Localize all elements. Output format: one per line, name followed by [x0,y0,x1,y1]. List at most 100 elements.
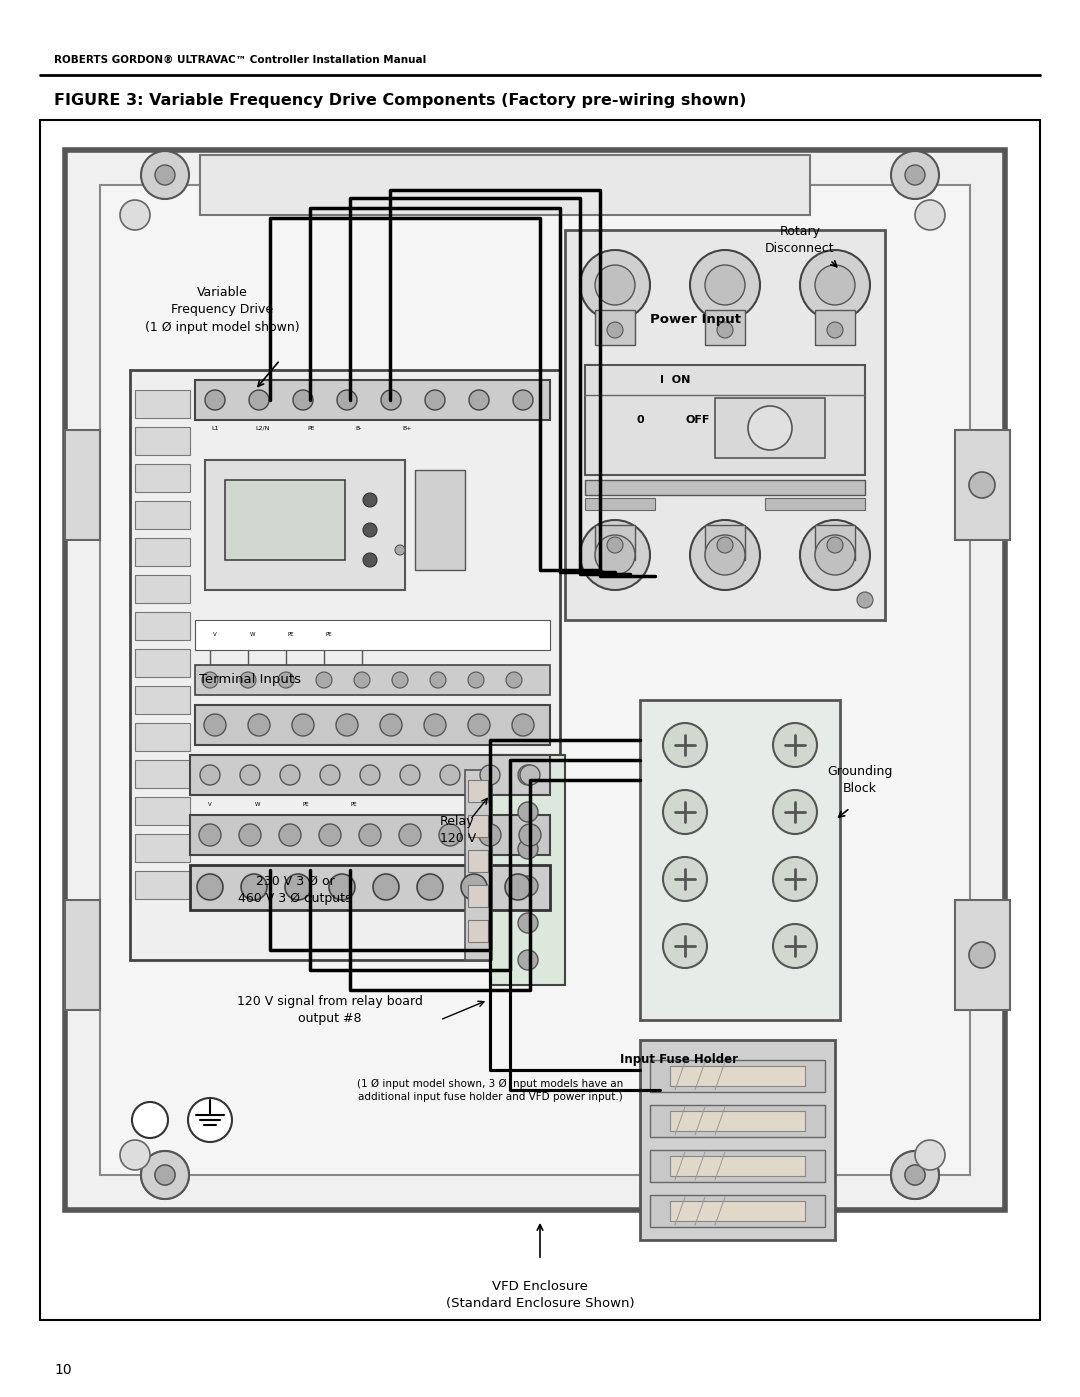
Circle shape [363,522,377,536]
Circle shape [915,200,945,231]
Circle shape [320,766,340,785]
Bar [65,900,100,1010]
Circle shape [905,1165,924,1185]
Circle shape [156,1165,175,1185]
Circle shape [248,714,270,736]
Text: 120 V signal from relay board
output #8: 120 V signal from relay board output #8 [238,995,423,1025]
Circle shape [392,672,408,687]
Bar [135,686,190,714]
Bar [670,1201,805,1221]
Circle shape [580,250,650,320]
Circle shape [249,390,269,409]
Bar [640,700,840,1020]
Circle shape [424,714,446,736]
Circle shape [858,592,873,608]
Bar [190,754,550,795]
Circle shape [381,390,401,409]
Text: PE: PE [287,633,295,637]
Bar [415,469,465,570]
Text: I  ON: I ON [660,374,690,386]
Circle shape [905,1165,924,1185]
Circle shape [518,950,538,970]
Circle shape [241,875,267,900]
Circle shape [461,875,487,900]
Bar [815,310,855,345]
Circle shape [891,1151,939,1199]
Circle shape [748,407,792,450]
Circle shape [469,390,489,409]
Bar [955,900,1010,1010]
Circle shape [480,766,500,785]
Bar [190,865,550,909]
Circle shape [815,535,855,576]
Circle shape [132,1102,168,1139]
Bar [705,310,745,345]
Bar [225,481,345,560]
Bar [135,427,190,455]
Bar [195,665,550,694]
Bar [195,620,550,650]
Circle shape [380,714,402,736]
Circle shape [156,1165,175,1185]
Text: Grounding
Block: Grounding Block [827,766,893,795]
Text: B-: B- [355,426,362,430]
Bar [135,464,190,492]
Circle shape [240,672,256,687]
Circle shape [354,672,370,687]
Bar [135,760,190,788]
Text: V: V [213,633,217,637]
Circle shape [399,824,421,847]
Bar [135,650,190,678]
Bar [135,612,190,640]
Circle shape [440,766,460,785]
Circle shape [773,724,816,767]
Text: PE: PE [351,802,357,807]
Text: 0: 0 [636,415,644,425]
Text: PE: PE [307,426,314,430]
Circle shape [595,535,635,576]
Bar [815,525,855,560]
Circle shape [156,165,175,184]
Circle shape [663,923,707,968]
Bar [205,460,405,590]
Bar [190,814,550,855]
Circle shape [915,1140,945,1171]
Circle shape [815,265,855,305]
Bar [468,921,488,942]
Circle shape [395,545,405,555]
Circle shape [519,824,541,847]
Circle shape [607,536,623,553]
Text: W: W [255,802,260,807]
Bar [465,770,492,960]
Text: L2/N: L2/N [256,426,270,430]
Circle shape [705,535,745,576]
Circle shape [336,714,357,736]
Circle shape [468,672,484,687]
Circle shape [513,390,534,409]
Text: Variable
Frequency Drive
(1 Ø input model shown): Variable Frequency Drive (1 Ø input mode… [145,286,299,334]
Bar [670,1111,805,1132]
Text: Rotary
Disconnect: Rotary Disconnect [766,225,835,256]
Circle shape [279,824,301,847]
Circle shape [891,1151,939,1199]
Circle shape [199,824,221,847]
Circle shape [607,321,623,338]
Circle shape [120,200,150,231]
Text: B+: B+ [402,426,411,430]
Circle shape [316,672,332,687]
Bar [135,834,190,862]
Circle shape [438,824,461,847]
Circle shape [480,824,501,847]
Circle shape [205,390,225,409]
Bar [135,576,190,604]
Text: (1 Ø input model shown, 3 Ø input models have an
additional input fuse holder an: (1 Ø input model shown, 3 Ø input models… [356,1078,623,1101]
Circle shape [519,766,540,785]
Bar [40,120,1040,1320]
Bar [135,538,190,566]
Text: 10: 10 [54,1363,71,1377]
Text: W: W [251,633,256,637]
Circle shape [468,714,490,736]
Text: ROBERTS GORDON® ULTRAVAC™ Controller Installation Manual: ROBERTS GORDON® ULTRAVAC™ Controller Ins… [54,54,427,66]
Text: Relay
120 V: Relay 120 V [440,814,476,845]
Bar [585,365,865,475]
